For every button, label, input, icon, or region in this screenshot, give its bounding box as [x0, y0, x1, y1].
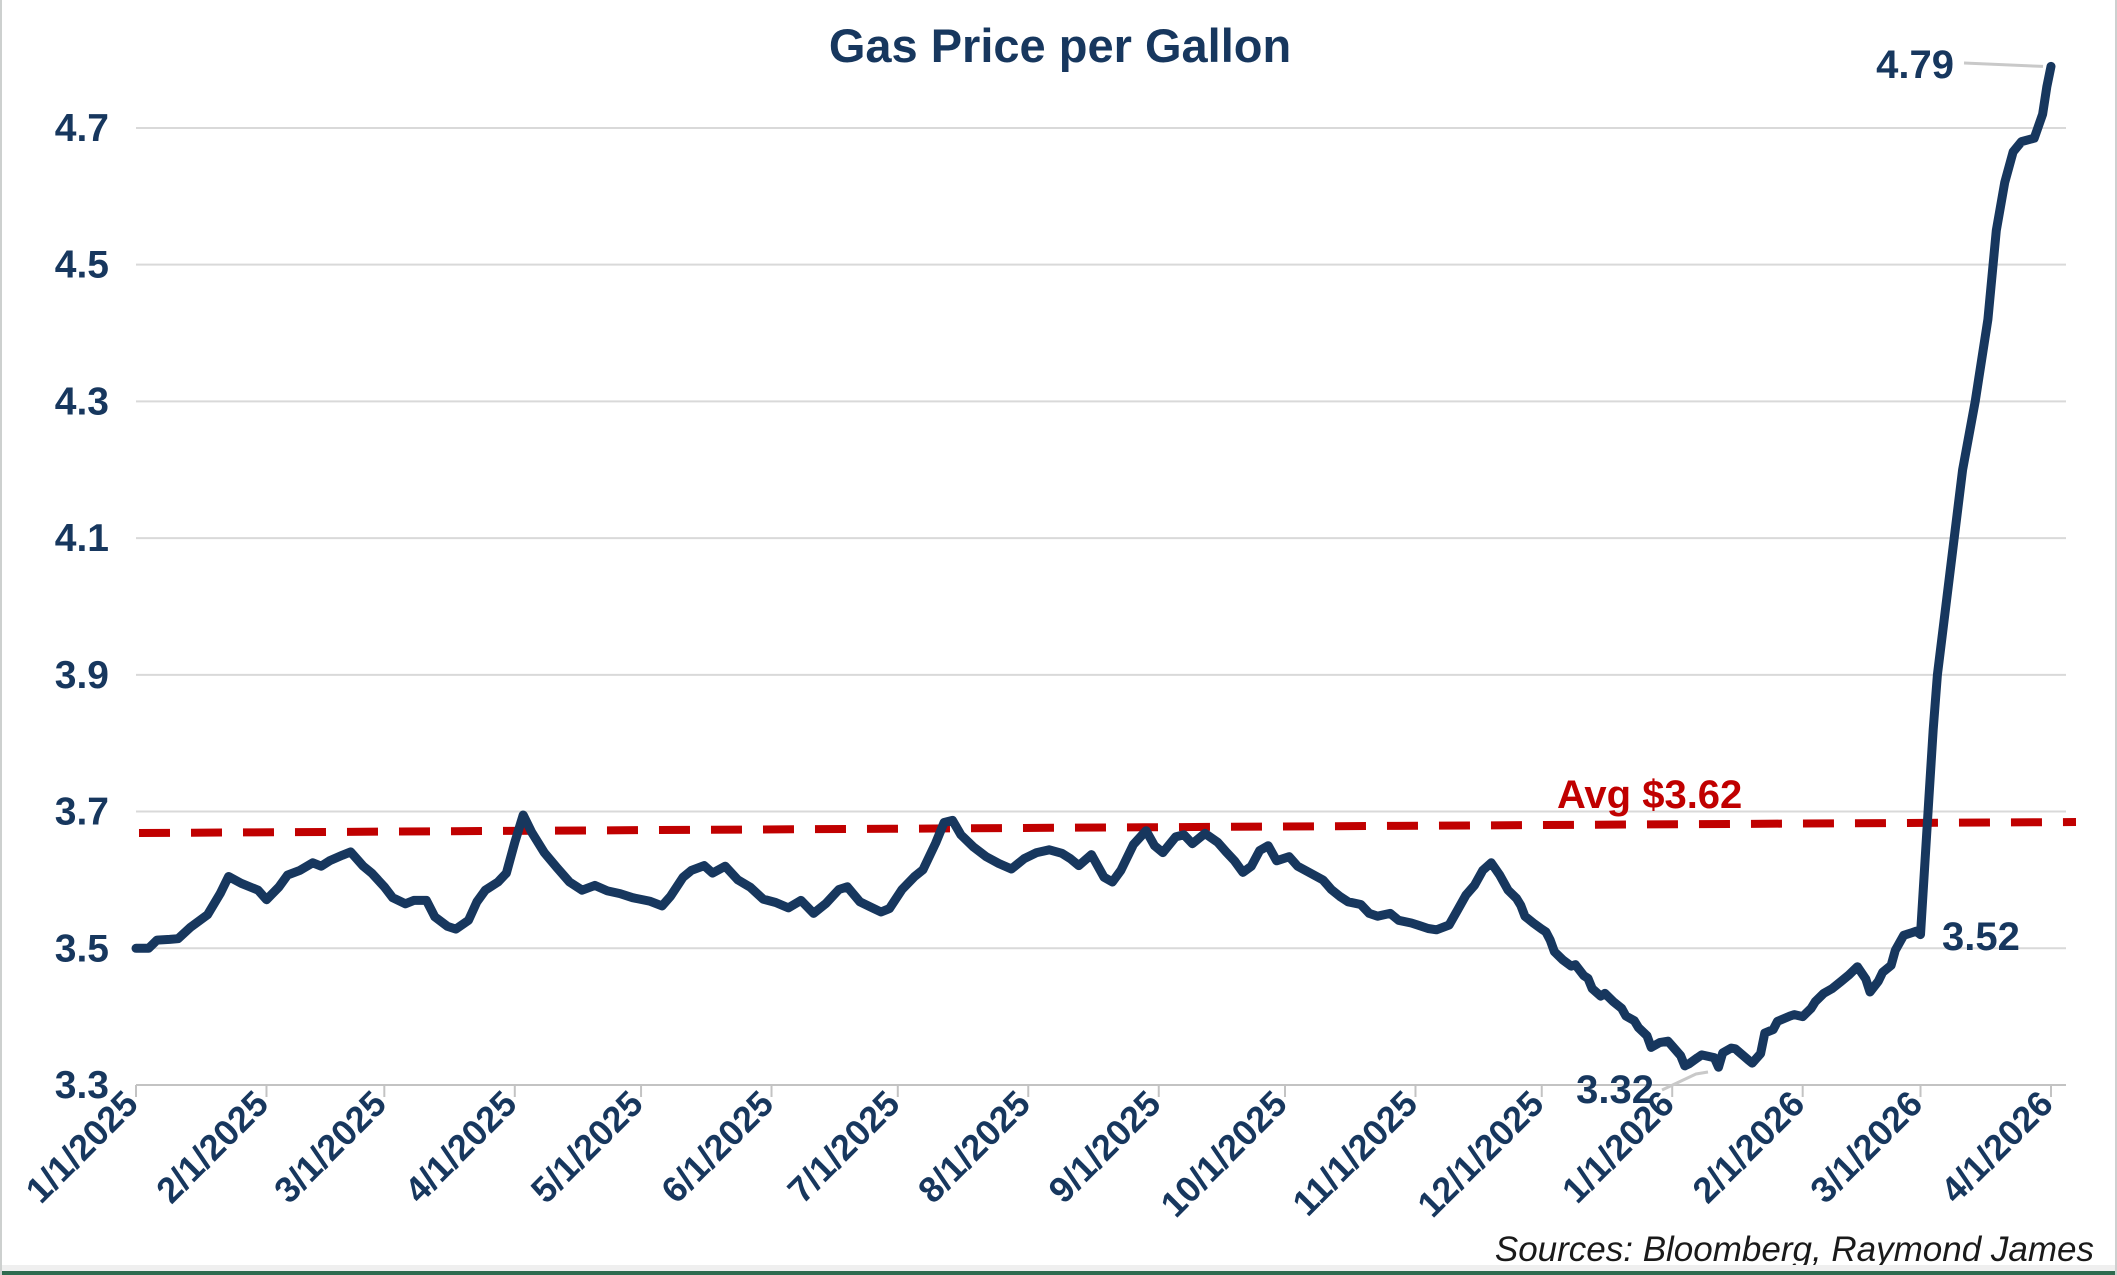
x-tick-label: 3/1/2026 [1802, 1083, 1930, 1211]
y-tick-label: 4.5 [55, 244, 109, 287]
y-tick-label: 3.5 [55, 927, 109, 970]
y-tick-label: 4.7 [55, 107, 109, 150]
x-tick-label: 3/1/2025 [266, 1083, 394, 1211]
x-tick-label: 11/1/2025 [1284, 1083, 1425, 1224]
average-trend-dashed-line [138, 818, 2077, 837]
gas-price-series-line [131, 61, 2056, 1072]
x-tick-label: 8/1/2025 [910, 1083, 1038, 1211]
x-tick-label: 6/1/2025 [653, 1083, 781, 1211]
y-tick-label: 3.3 [55, 1064, 109, 1107]
max-annotation-leader-line [1963, 61, 2044, 68]
y-axis-tick-labels: 3.3 3.5 3.7 3.9 4.1 4.3 4.5 4.7 [55, 107, 109, 1107]
max-value-annotation: 4.79 [1876, 43, 1954, 87]
x-tick-label: 12/1/2025 [1409, 1083, 1551, 1225]
pre-surge-value-annotation: 3.52 [1942, 915, 2020, 959]
x-tick-label: 2/1/2025 [148, 1083, 276, 1211]
min-annotation-leader-line [1661, 1070, 1709, 1092]
y-tick-label: 3.7 [55, 791, 109, 834]
y-tick-label: 3.9 [55, 654, 109, 697]
y-tick-label: 4.1 [55, 517, 109, 560]
y-tick-label: 4.3 [55, 380, 109, 423]
chart-title: Gas Price per Gallon [829, 19, 1291, 72]
bottom-edge-green-band [2, 1271, 2115, 1275]
x-tick-label: 4/1/2025 [396, 1083, 524, 1211]
average-line-label: Avg $3.62 [1557, 773, 1742, 817]
x-axis-tick-marks [135, 1085, 2053, 1097]
min-value-annotation: 3.32 [1576, 1068, 1654, 1112]
sources-note: Sources: Bloomberg, Raymond James [1495, 1230, 2094, 1269]
bottom-edge-gray-band [2, 1265, 2115, 1271]
x-tick-label: 7/1/2025 [779, 1083, 907, 1211]
x-tick-label: 4/1/2026 [1933, 1083, 2061, 1211]
x-tick-label: 10/1/2025 [1152, 1083, 1294, 1225]
x-tick-label: 2/1/2026 [1684, 1083, 1812, 1211]
x-tick-label: 5/1/2025 [523, 1083, 651, 1211]
horizontal-gridlines [136, 126, 2066, 1086]
x-tick-label: 9/1/2025 [1040, 1083, 1168, 1211]
